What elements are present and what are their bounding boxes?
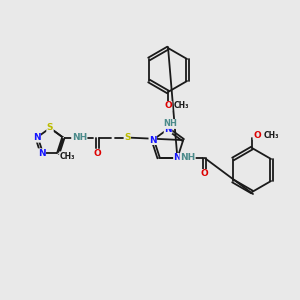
Text: N: N	[174, 153, 181, 162]
Text: O: O	[201, 169, 208, 178]
Text: N: N	[38, 149, 46, 158]
Text: N: N	[149, 136, 157, 145]
Text: CH₃: CH₃	[59, 152, 75, 161]
Text: N: N	[33, 133, 40, 142]
Text: CH₃: CH₃	[264, 130, 280, 140]
Text: NH: NH	[180, 153, 195, 162]
Text: C: C	[58, 153, 59, 154]
Text: C: C	[63, 137, 64, 138]
Text: S: S	[47, 124, 53, 133]
Text: S: S	[124, 133, 130, 142]
Text: NH: NH	[163, 119, 177, 128]
Text: NH: NH	[72, 133, 87, 142]
Text: O: O	[93, 149, 101, 158]
Text: N: N	[164, 124, 172, 134]
Text: O: O	[253, 130, 261, 140]
Text: CH₃: CH₃	[174, 101, 190, 110]
Text: O: O	[164, 101, 172, 110]
